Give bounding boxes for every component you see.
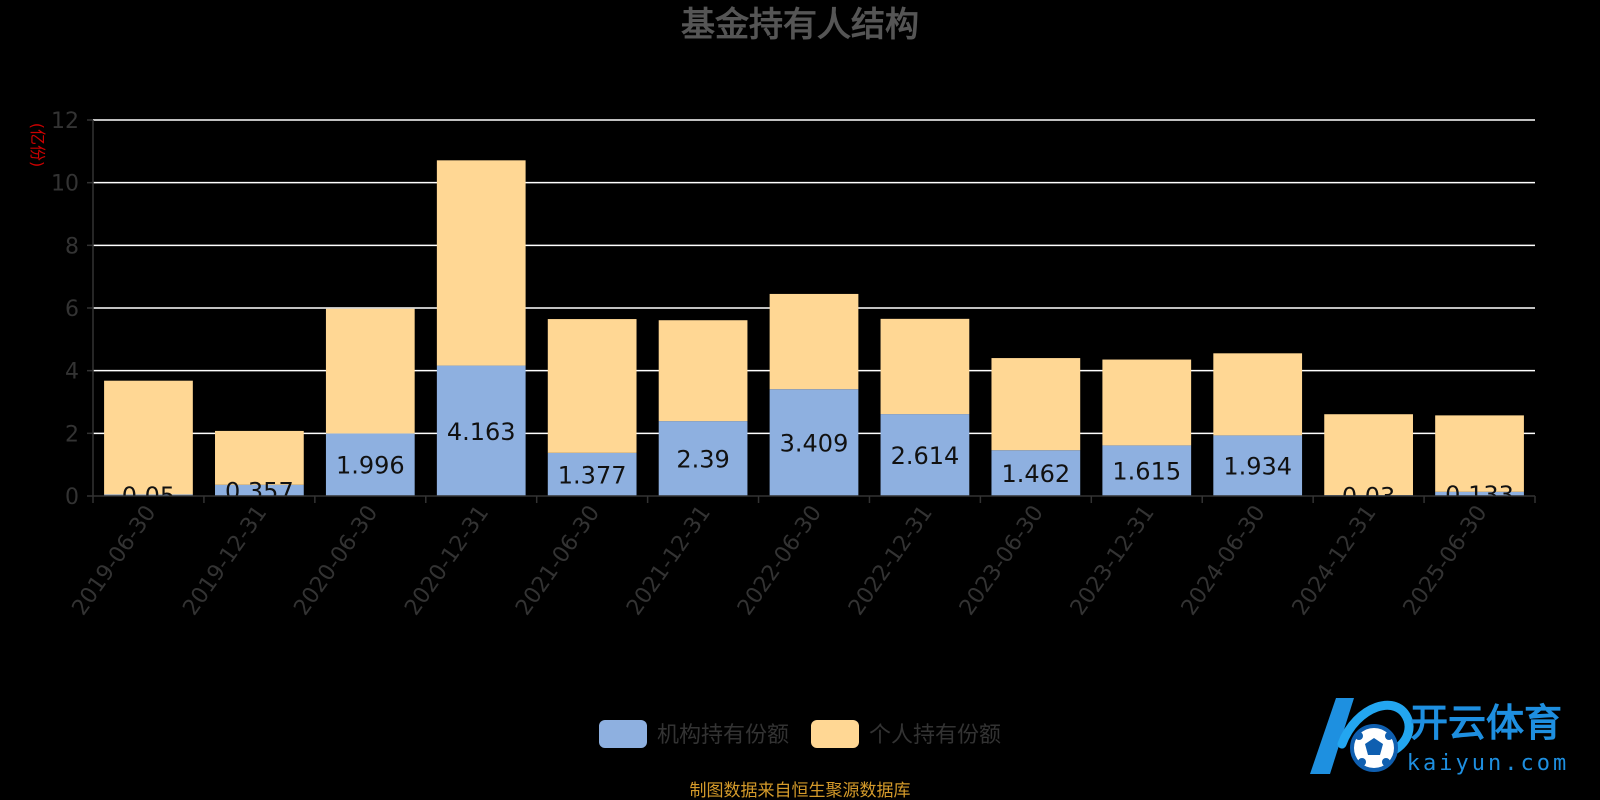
legend-item[interactable]: 个人持有份额 [811,720,1001,748]
y-axis-unit-label: (亿份) [28,123,47,168]
bar-institutional [991,450,1081,496]
y-tick-label: 4 [65,360,79,385]
brand-domain: kaiyun.com [1407,751,1569,776]
bar-individual [325,308,415,434]
x-tick-label: 2019-06-30 [68,501,162,620]
data-label: 2.614 [891,442,960,470]
bar-institutional [547,452,637,496]
legend-swatch [599,720,647,748]
y-tick-label: 2 [65,422,79,447]
bar-individual [658,320,748,422]
x-tick-label: 2025-06-30 [1399,501,1493,620]
data-label: 1.996 [336,452,405,480]
bar-individual [215,430,304,485]
y-tick-label: 0 [65,485,79,510]
data-label: 1.462 [1001,460,1070,488]
x-tick-label: 2022-12-31 [844,501,938,620]
legend-swatch [811,720,859,748]
x-tick-label: 2023-06-30 [955,501,1049,620]
bar-institutional [1213,435,1303,496]
data-labels: 0.05 0.357 1.996 4.163 1.377 2.39 3.409 2.614 1.… [122,418,1514,511]
brand-watermark: 开云体育 kaiyun.com [1310,698,1569,776]
x-tick-label: 2020-06-30 [289,501,383,620]
x-tick-label: 2024-06-30 [1177,501,1271,620]
data-label: 0.03 [1342,483,1395,511]
y-tick-label: 8 [65,234,79,259]
bar-individual [436,160,526,366]
bar-institutional [880,414,970,496]
bar-individual [1435,415,1524,492]
bar-institutional [325,433,415,496]
legend[interactable]: 机构持有份额 个人持有份额 [599,720,1001,748]
data-label: 0.133 [1445,481,1514,509]
x-tick-label: 2020-12-31 [400,501,494,620]
bar-individual [104,380,193,495]
data-label: 2.39 [676,446,729,474]
bar-individual [769,293,859,390]
bar-institutional [1102,445,1192,496]
y-tick-label: 6 [65,297,79,322]
soccer-ball-icon [1350,724,1398,772]
legend-label: 机构持有份额 [657,723,789,748]
x-tick-label: 2022-06-30 [733,501,827,620]
bar-institutional [1435,491,1524,496]
brand-name: 开云体育 [1410,701,1562,745]
bar-institutional [104,494,193,496]
bar-institutional [436,365,526,496]
data-label: 1.377 [558,461,627,489]
data-label: 1.615 [1112,458,1181,486]
source-note: 制图数据来自恒生聚源数据库 [690,781,911,800]
y-tick-label: 12 [51,109,79,134]
legend-item[interactable]: 机构持有份额 [599,720,789,748]
data-label: 0.05 [122,482,175,510]
chart-title: 基金持有人结构 [681,5,919,45]
bar-individual [1213,353,1303,436]
data-label: 1.934 [1223,453,1292,481]
bar-institutional [215,484,304,496]
data-label: 4.163 [447,418,516,446]
bar-institutional [658,421,748,496]
bar-individual [1102,359,1192,446]
x-tick-label: 2021-06-30 [511,501,605,620]
bar-individual [547,319,637,453]
data-label: 3.409 [780,430,849,458]
bar-individual [1324,414,1413,496]
x-tick-label: 2021-12-31 [622,501,716,620]
data-label: 0.357 [225,477,294,505]
x-tick-label: 2019-12-31 [178,501,272,620]
bar-institutional [769,389,859,496]
y-tick-label: 10 [51,172,79,197]
bars [104,160,1524,496]
legend-label: 个人持有份额 [869,723,1001,748]
bar-individual [880,318,970,415]
x-tick-label: 2024-12-31 [1288,501,1382,620]
bar-individual [991,358,1081,451]
x-tick-label: 2023-12-31 [1066,501,1160,620]
